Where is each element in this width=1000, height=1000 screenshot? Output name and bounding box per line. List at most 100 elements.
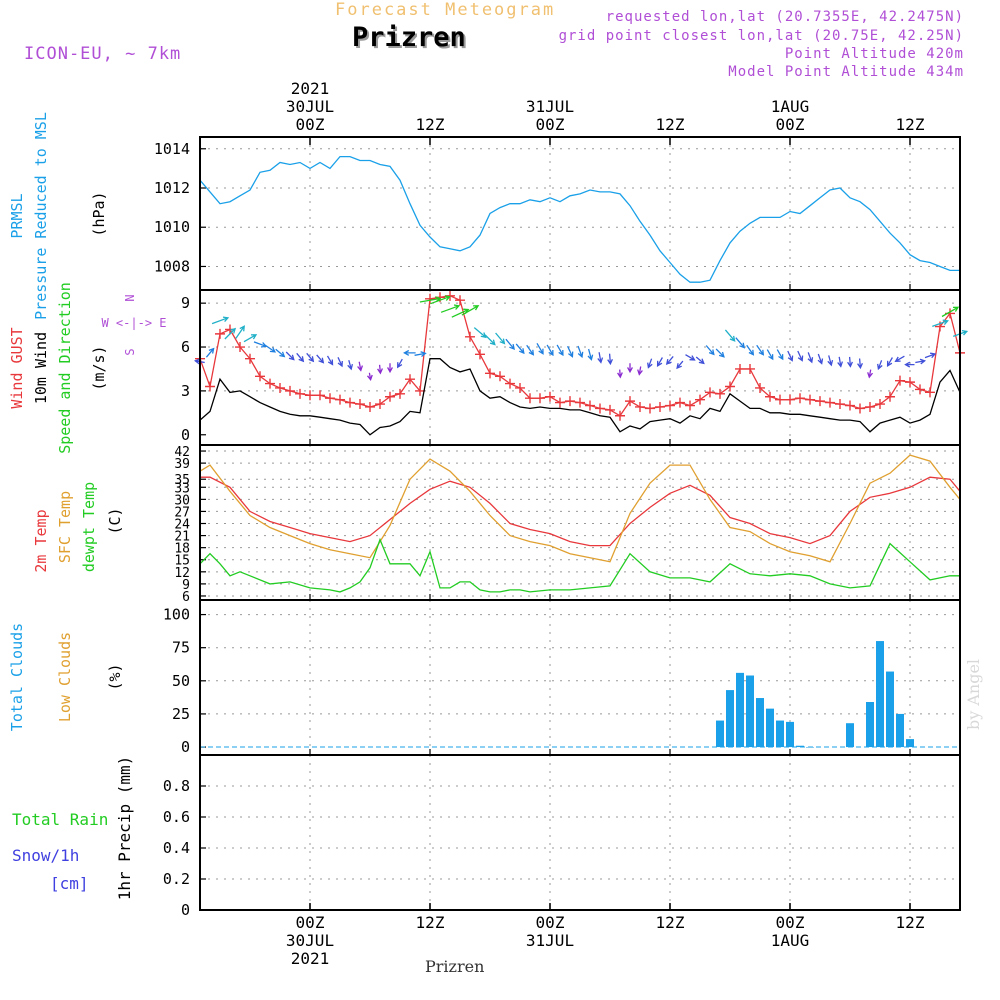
cloud-bar <box>886 671 894 748</box>
gust-marker <box>685 400 695 411</box>
y-tick-label: 3 <box>181 382 190 400</box>
wind-arrow <box>461 305 480 316</box>
wind-arrow <box>932 319 949 328</box>
top-time-label: 12Z <box>656 115 685 134</box>
wind-label: 10m Wind <box>32 332 50 404</box>
bottom-time-label: 1AUG <box>771 931 810 950</box>
wind-arrow <box>756 344 765 356</box>
y-tick-label: 0.2 <box>163 870 190 888</box>
series-line-prmsl <box>199 155 960 283</box>
y-tick-label: 1014 <box>154 140 190 158</box>
wind-arrow <box>837 356 844 368</box>
y-tick-label: 30 <box>174 493 190 508</box>
wind-arrow <box>656 357 663 367</box>
wind-arrow <box>867 369 874 379</box>
gust-marker <box>885 391 895 402</box>
cloud-bar <box>776 720 784 748</box>
gust-marker <box>545 391 555 402</box>
top-time-label: 30JUL <box>286 97 334 116</box>
wind-arrow <box>205 347 215 358</box>
y-tick-label: 0 <box>181 901 190 919</box>
point-altitude: Point Altitude 420m <box>784 46 964 62</box>
compass-south: S <box>123 348 137 355</box>
temp-sfc-label: SFC Temp <box>56 491 74 563</box>
gust-marker <box>615 410 625 421</box>
cloud-bar <box>756 698 764 748</box>
top-time-label: 00Z <box>296 115 325 134</box>
gust-marker <box>235 342 245 353</box>
cloud-bar <box>846 723 854 748</box>
bottom-time-label: 00Z <box>296 913 325 932</box>
gust-marker <box>455 295 465 306</box>
wind-arrow <box>877 360 883 371</box>
snow-unit: [cm] <box>50 874 89 893</box>
gust-marker <box>425 293 435 304</box>
gust-marker <box>725 381 735 392</box>
y-tick-label: 1010 <box>154 218 190 236</box>
low-clouds-label: Low Clouds <box>56 632 74 722</box>
wind-arrow <box>430 295 451 305</box>
cloud-bar <box>736 672 744 748</box>
wind-arrow <box>807 352 814 364</box>
wind-arrow <box>275 348 286 358</box>
compass-north: N <box>123 294 137 301</box>
gust-marker <box>865 401 875 412</box>
wind-arrow <box>847 356 853 368</box>
gust-marker <box>255 371 265 382</box>
y-tick-label: 21 <box>174 530 190 545</box>
wind-arrow <box>397 358 403 369</box>
bottom-time-label: 12Z <box>656 913 685 932</box>
pressure-unit: (hPa) <box>90 191 108 236</box>
gust-marker <box>405 374 415 385</box>
wind-arrow <box>377 364 383 375</box>
wind-arrow <box>915 358 927 365</box>
gust-marker <box>475 349 485 360</box>
wind-arrow <box>894 355 905 362</box>
wind-arrow <box>776 349 784 361</box>
wind-arrow <box>904 361 915 368</box>
wind-arrow <box>285 351 295 361</box>
gust-marker <box>665 400 675 411</box>
gust-marker <box>495 371 505 382</box>
gust-marker <box>335 394 345 405</box>
wind-direction-label: Speed and Direction <box>56 282 74 454</box>
gust-marker <box>595 403 605 414</box>
top-time-label: 00Z <box>536 115 565 134</box>
gust-marker <box>585 400 595 411</box>
gust-marker <box>825 397 835 408</box>
top-time-label: 12Z <box>896 115 925 134</box>
snow-label: Snow/1h <box>12 846 79 865</box>
gust-marker <box>575 397 585 408</box>
wind-arrow <box>366 372 373 382</box>
cloud-bar <box>746 675 754 748</box>
wind-arrow <box>886 357 893 367</box>
wind-arrow <box>766 349 774 361</box>
bottom-time-label: 30JUL <box>286 931 334 950</box>
temp-unit: (C) <box>106 507 124 534</box>
y-tick-label: 24 <box>174 518 190 533</box>
gust-marker <box>775 394 785 405</box>
gust-marker <box>525 393 535 404</box>
wind-arrow <box>617 369 623 379</box>
gust-marker <box>785 394 795 405</box>
gust-marker <box>635 401 645 412</box>
gust-marker <box>365 401 375 412</box>
gust-marker <box>395 388 405 399</box>
gust-marker <box>245 353 255 364</box>
wind-arrow <box>326 355 334 366</box>
gust-label: Wind GUST <box>8 327 26 408</box>
wind-arrow <box>495 332 506 345</box>
cloud-bar <box>716 720 724 748</box>
wind-arrow <box>296 352 305 363</box>
wind-arrow <box>827 355 834 367</box>
station-name: Prizren <box>352 22 466 53</box>
panel-frame-1 <box>199 289 961 446</box>
y-tick-label: 0 <box>181 426 190 444</box>
y-tick-label: 6 <box>181 338 190 356</box>
top-time-label: 12Z <box>416 115 445 134</box>
gust-marker <box>625 396 635 407</box>
wind-arrow <box>705 345 715 356</box>
wind-arrow <box>577 345 584 359</box>
top-time-label: 00Z <box>776 115 805 134</box>
